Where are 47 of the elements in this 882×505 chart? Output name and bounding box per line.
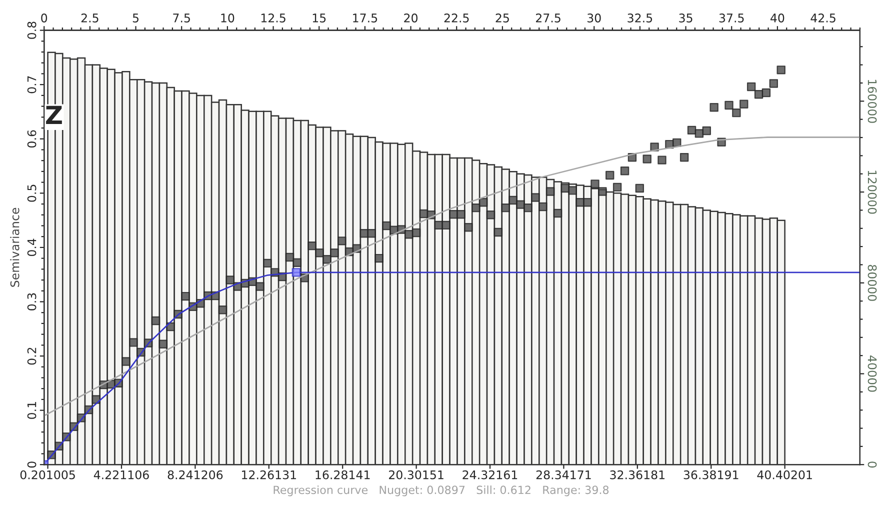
x2-tick-label: 35 [679, 14, 692, 22]
x2-tick-label: 17.5 [353, 14, 378, 22]
y2-tick-label: 120000 [868, 170, 877, 214]
x2-tick-label: 7.5 [173, 14, 190, 22]
x-tick-label: 20.30151 [389, 470, 444, 480]
x-tick-label: 0.201005 [20, 470, 75, 480]
x-tick-label: 12.26131 [242, 470, 296, 480]
x-tick-label: 4.221106 [94, 470, 149, 480]
y-axis-title: Semivariance [10, 208, 20, 287]
y2-tick-label: 40000 [868, 356, 877, 392]
x2-tick-label: 32.5 [628, 14, 652, 22]
x2-tick-label: 27.5 [536, 14, 560, 22]
x2-tick-label: 5 [132, 14, 138, 22]
y2-tick-label: 0 [868, 462, 877, 468]
y2-tick-label: 80000 [868, 264, 877, 301]
y-tick-label: 0.8 [27, 22, 36, 39]
x-tick-label: 32.36181 [610, 470, 664, 480]
x2-tick-label: 25 [496, 14, 509, 22]
x2-tick-label: 37.5 [719, 14, 744, 22]
x-tick-label: 40.40201 [757, 470, 812, 480]
y-tick-label: 0.6 [27, 130, 36, 148]
y-tick-label: 0.5 [27, 184, 36, 202]
x2-tick-label: 10 [221, 14, 234, 22]
line-series [44, 136, 860, 416]
x2-tick-label: 12.5 [261, 14, 286, 22]
y-tick-label: 0 [27, 462, 36, 468]
y-tick-label: 0.3 [27, 293, 36, 310]
y2-tick-label: 160000 [868, 80, 877, 123]
y-tick-label: 0.4 [27, 238, 36, 256]
x2-tick-label: 2.5 [81, 14, 98, 22]
y-tick-label: 0.2 [27, 348, 36, 365]
x-tick-label: 16.28141 [316, 470, 370, 480]
annotation: Z [46, 106, 62, 124]
text: Regression curve Nugget: 0.0897 Sill: 0.612 Range: 39.8 [274, 485, 609, 496]
x2-tick-label: 15 [312, 14, 326, 22]
y-tick-label: 0.1 [27, 402, 36, 419]
x-tick-label: 8.241206 [168, 470, 223, 480]
x2-tick-label: 20 [404, 14, 418, 22]
y-tick-label: 0.7 [27, 76, 36, 94]
x-tick-label: 24.32161 [462, 470, 518, 480]
x2-tick-label: 22.5 [444, 14, 469, 22]
x-tick-label: 36.38191 [684, 470, 738, 480]
x-tick-label: 28.34171 [536, 470, 591, 480]
x2-tick-label: 40 [770, 14, 784, 22]
x2-tick-label: 30 [588, 14, 601, 22]
x2-tick-label: 42.5 [810, 14, 836, 22]
x2-tick-label: 0 [41, 14, 48, 22]
